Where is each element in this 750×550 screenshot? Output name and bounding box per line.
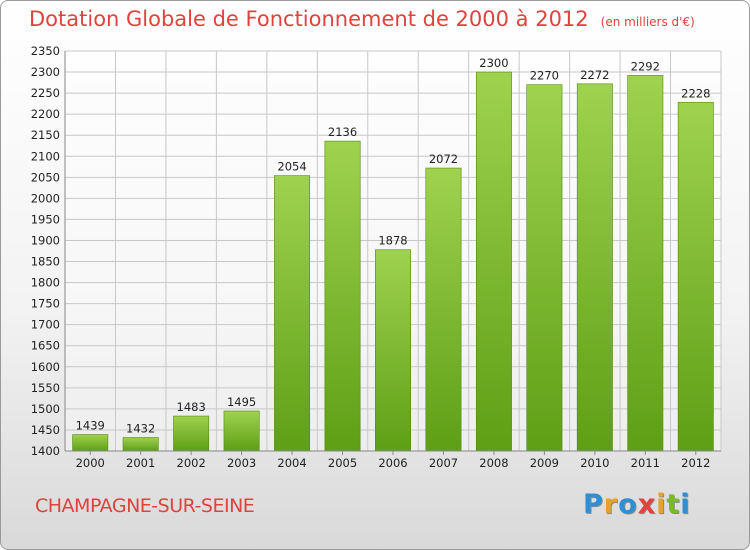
bar-2005: [324, 140, 361, 452]
bar-2010: [576, 83, 613, 452]
y-tick-label: 1750: [31, 297, 60, 311]
x-tick-label: 2006: [378, 456, 407, 470]
value-label: 2300: [479, 56, 508, 70]
bar-2000: [72, 434, 109, 452]
y-tick-label: 1700: [31, 318, 60, 332]
x-tick-label: 2009: [530, 456, 559, 470]
y-tick-label: 2150: [31, 128, 60, 142]
value-label: 2054: [277, 160, 306, 174]
logo-letter: i: [656, 489, 667, 520]
bar-2003: [223, 410, 260, 452]
bar-2012: [677, 102, 714, 452]
value-label: 2270: [530, 69, 559, 83]
proxiti-logo: Proxiti: [583, 489, 691, 520]
y-tick-label: 1600: [31, 360, 60, 374]
x-tick-label: 2011: [631, 456, 660, 470]
y-tick-label: 1550: [31, 381, 60, 395]
y-tick-label: 2200: [31, 107, 60, 121]
x-tick-label: 2008: [479, 456, 508, 470]
y-tick-label: 2350: [31, 44, 60, 58]
bar-2008: [475, 71, 512, 452]
bar-2006: [375, 249, 411, 452]
x-tick-label: 2005: [328, 456, 357, 470]
value-label: 2228: [681, 86, 710, 100]
value-label: 2272: [580, 68, 609, 82]
bars: 1439 1432 1483 1495 2054 2136 1878 2072 2300 2270…: [72, 56, 714, 452]
bar-2009: [526, 84, 563, 452]
y-tick-label: 1450: [31, 423, 60, 437]
bar-2001: [122, 437, 159, 452]
logo-letter: x: [637, 489, 657, 520]
y-tick-label: 2100: [31, 149, 60, 163]
y-tick-label: 2250: [31, 86, 60, 100]
x-tick-label: 2001: [126, 456, 155, 470]
value-label: 1483: [177, 400, 206, 414]
value-label: 2072: [429, 152, 458, 166]
bar-2011: [627, 75, 664, 452]
commune-name: CHAMPAGNE-SUR-SEINE: [35, 495, 255, 517]
y-tick-label: 1850: [31, 255, 60, 269]
logo-letter: P: [583, 489, 604, 520]
y-tick-label: 1650: [31, 339, 60, 353]
axes: 1400 1450 1500 1550 1600 1650 1700 1750 1800 1850…: [31, 44, 721, 470]
bar-2007: [425, 167, 462, 452]
y-tick-label: 1400: [31, 444, 60, 458]
chart-title: Dotation Globale de Fonctionnement de 20…: [29, 7, 695, 31]
bar-2002: [173, 415, 210, 452]
logo-letter: o: [618, 489, 638, 520]
x-tick-label: 2003: [227, 456, 256, 470]
y-tick-label: 2300: [31, 65, 60, 79]
value-label: 2292: [631, 59, 660, 73]
x-tick-label: 2000: [76, 456, 105, 470]
value-label: 2136: [328, 125, 357, 139]
y-tick-label: 1950: [31, 212, 60, 226]
x-tick-label: 2007: [429, 456, 458, 470]
logo-letter: t: [666, 489, 681, 520]
chart-title-unit: (en milliers d'€): [600, 15, 695, 29]
y-tick-label: 1500: [31, 402, 60, 416]
x-tick-label: 2004: [277, 456, 306, 470]
y-tick-label: 1900: [31, 233, 60, 247]
value-label: 1439: [76, 419, 105, 433]
logo-letter: r: [603, 489, 619, 520]
value-label: 1432: [126, 422, 155, 436]
y-tick-label: 2000: [31, 191, 60, 205]
chart-title-main: Dotation Globale de Fonctionnement de 20…: [29, 7, 589, 31]
y-tick-label: 1800: [31, 276, 60, 290]
value-label: 1878: [378, 234, 407, 248]
x-tick-label: 2010: [580, 456, 609, 470]
y-tick-label: 2050: [31, 170, 60, 184]
x-tick-label: 2012: [681, 456, 710, 470]
logo-letter: i: [680, 489, 691, 520]
value-label: 1495: [227, 395, 256, 409]
x-tick-label: 2002: [177, 456, 206, 470]
bar-2004: [274, 175, 311, 452]
